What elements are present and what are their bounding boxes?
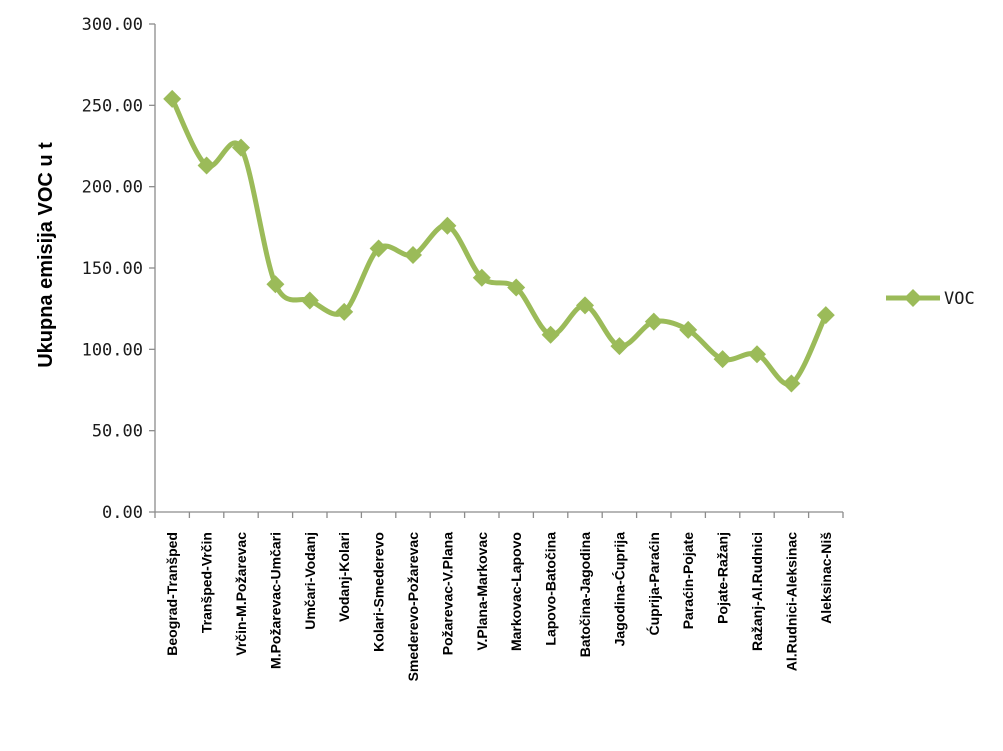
data-point-voc [748,345,766,364]
y-tick-label: 50.00 [92,422,143,442]
y-tick-label: 100.00 [82,340,143,360]
data-point-voc [335,302,354,321]
data-point-voc [472,268,491,287]
series-line-voc [169,97,829,387]
y-tick-label: 0.00 [102,503,143,523]
y-axis-label: Ukupna emisija VOC u t [35,142,57,368]
y-tick-label: 200.00 [82,178,143,198]
x-tick-label: Ražanj-Al.Rudnici [749,532,765,651]
legend: VOC [886,289,975,309]
x-tick-label: Batočina-Jagodina [577,532,593,657]
data-point-voc [266,275,285,294]
data-point-voc [541,325,560,344]
x-tick-label: Al.Rudnici-Aleksinac [783,532,799,671]
data-point-voc [369,239,388,258]
data-point-voc [782,374,801,393]
y-tick-label: 150.00 [82,259,143,279]
y-tick-label: 250.00 [82,96,143,116]
data-point-voc [438,216,457,235]
data-point-voc [404,245,422,264]
series-layer [163,89,835,393]
x-tick-label: Smederevo-Požarevac [405,532,421,682]
data-point-voc [197,156,216,175]
legend-label-voc: VOC [944,289,975,309]
x-tick-label: Jagodina-Ćuprija [610,532,627,647]
axes [154,24,843,513]
x-tick-label: Beograd-Tranšped [164,532,180,656]
x-tick-label: V.Plana-Markovac [474,532,490,651]
y-tick-label: 300.00 [82,15,143,35]
y-axis-ticks: 0.00 50.00 100.00 150.00 200.00 250.00 300.00 [82,15,155,523]
x-tick-label: Ćuprija-Paraćin [645,532,662,635]
x-axis-ticks: Beograd-Tranšped Tranšped-Vrčin Vrčin-M.Po… [154,512,844,682]
data-point-voc [713,350,732,369]
data-point-voc [816,306,835,325]
data-point-voc [300,291,319,310]
x-tick-label: Pojate-Ražanj [715,532,731,624]
data-point-voc [163,89,182,108]
data-point-voc [232,138,250,157]
x-tick-label: Vrčin-M.Požarevac [233,532,249,656]
x-tick-label: Aleksinac-Niš [818,532,834,624]
data-point-voc [576,296,594,315]
data-point-voc [507,278,526,297]
x-tick-label: Kolari-Smederevo [371,532,387,652]
data-point-voc [679,320,698,339]
data-point-voc [610,337,629,356]
x-tick-label: M.Požarevac-Umčari [267,532,283,669]
x-tick-label: Tranšped-Vrčin [199,532,215,633]
x-tick-label: Vodanj-Kolari [336,532,352,622]
x-tick-label: Požarevac-V.Plana [439,532,455,655]
x-tick-label: Lapovo-Batočina [543,532,559,646]
x-tick-label: Paraćin-Pojate [680,532,696,629]
legend-marker-voc [904,289,922,307]
x-tick-label: Umčari-Vodanj [302,532,318,630]
data-point-voc [644,312,663,331]
x-tick-label: Markovac-Lapovo [508,532,524,651]
